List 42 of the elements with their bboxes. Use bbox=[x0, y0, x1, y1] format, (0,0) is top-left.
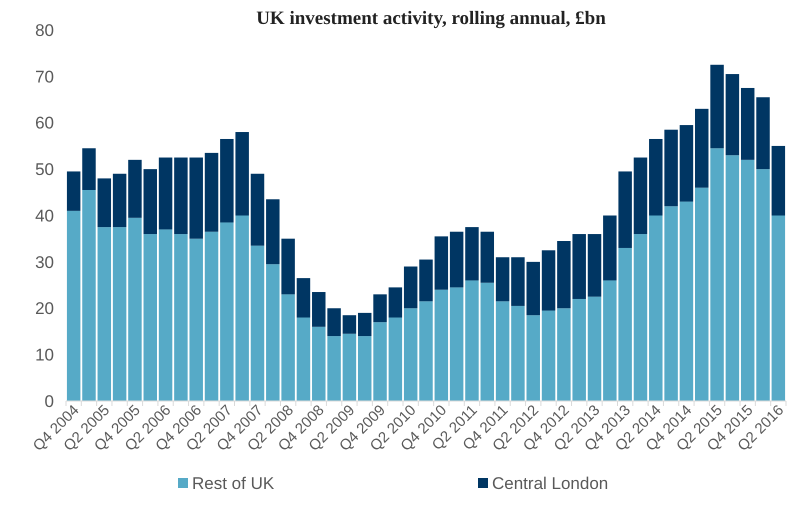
bar bbox=[189, 238, 203, 401]
legend-label: Central London bbox=[492, 474, 608, 493]
y-tick-label: 40 bbox=[35, 206, 54, 226]
bar bbox=[434, 236, 448, 290]
bar bbox=[98, 227, 112, 401]
bar bbox=[266, 199, 280, 264]
bar bbox=[526, 262, 540, 316]
y-tick-label: 60 bbox=[35, 114, 54, 133]
bar bbox=[572, 298, 586, 401]
bar bbox=[98, 178, 112, 228]
bar bbox=[434, 290, 448, 401]
bar bbox=[480, 232, 494, 283]
bar bbox=[312, 292, 326, 327]
y-tick-label: 70 bbox=[35, 67, 54, 86]
bar bbox=[144, 234, 157, 401]
bar bbox=[266, 264, 280, 401]
bar bbox=[312, 326, 326, 401]
y-tick-label: 20 bbox=[35, 299, 54, 318]
bar bbox=[358, 312, 372, 336]
bar bbox=[144, 169, 157, 234]
y-tick-label: 0 bbox=[44, 392, 54, 411]
bar bbox=[695, 188, 708, 401]
bar bbox=[649, 138, 663, 216]
bar bbox=[480, 282, 494, 401]
y-tick-label: 30 bbox=[35, 252, 54, 272]
bar bbox=[695, 108, 708, 188]
bar bbox=[526, 315, 540, 401]
chart-title: UK investment activity, rolling annual, £bn bbox=[256, 8, 606, 29]
bar bbox=[649, 216, 663, 401]
bar bbox=[189, 158, 203, 239]
bar bbox=[572, 234, 586, 299]
y-tick-label: 50 bbox=[35, 160, 54, 180]
bar bbox=[404, 266, 418, 308]
bar bbox=[419, 260, 433, 302]
bar bbox=[740, 160, 754, 401]
bar bbox=[740, 88, 754, 160]
legend-label: Rest of UK bbox=[192, 474, 275, 493]
y-tick-label: 10 bbox=[35, 346, 54, 365]
bar bbox=[404, 308, 418, 401]
y-tick-label: 80 bbox=[35, 20, 54, 40]
bar bbox=[419, 301, 433, 401]
bar bbox=[358, 336, 372, 401]
